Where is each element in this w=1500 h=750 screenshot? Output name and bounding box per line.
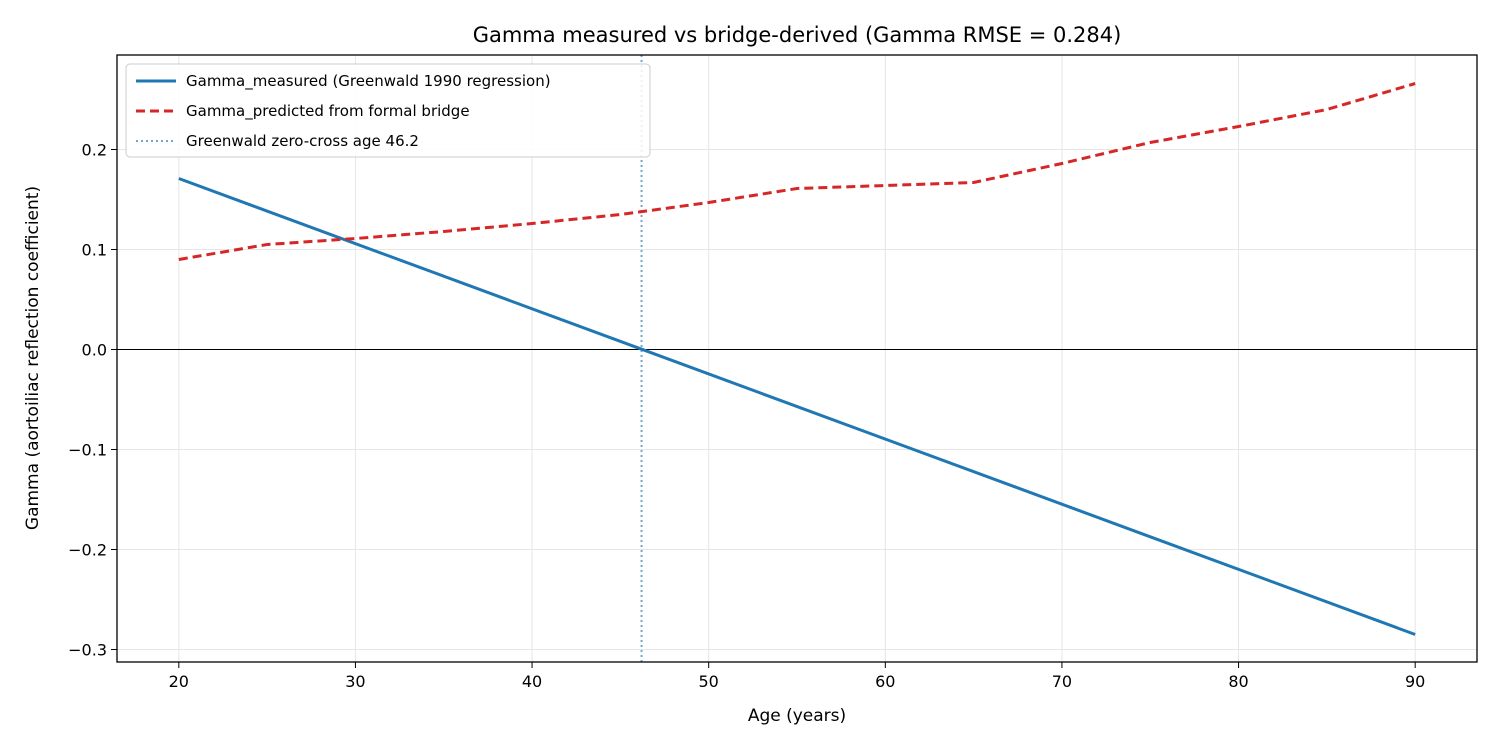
y-tick-label: −0.3 xyxy=(68,641,107,660)
chart-title: Gamma measured vs bridge-derived (Gamma … xyxy=(473,23,1122,47)
series-line-2 xyxy=(178,82,1416,261)
y-tick-label: 0.1 xyxy=(82,241,107,260)
legend-label: Gamma_measured (Greenwald 1990 regressio… xyxy=(186,72,551,91)
legend: Gamma_measured (Greenwald 1990 regressio… xyxy=(125,63,651,158)
x-axis-label: Age (years) xyxy=(748,706,846,726)
y-axis: −0.3 −0.2 −0.1 0.0 0.1 0.2 xyxy=(68,141,117,660)
y-tick-label: −0.1 xyxy=(68,441,107,460)
x-tick-label: 60 xyxy=(875,672,895,691)
y-tick-label: 0.0 xyxy=(82,341,107,360)
x-tick-label: 90 xyxy=(1405,672,1425,691)
x-axis: 20 30 40 50 60 70 80 90 xyxy=(169,662,1425,691)
x-tick-label: 20 xyxy=(169,672,189,691)
x-tick-label: 50 xyxy=(699,672,719,691)
x-tick-label: 30 xyxy=(345,672,365,691)
y-tick-label: −0.2 xyxy=(68,541,107,560)
legend-label: Gamma_predicted from formal bridge xyxy=(186,102,470,121)
x-tick-label: 70 xyxy=(1052,672,1072,691)
y-axis-label: Gamma (aortoiliac reflection coefficient… xyxy=(23,186,43,530)
series-line-1 xyxy=(178,177,1416,636)
legend-label: Greenwald zero-cross age 46.2 xyxy=(186,132,419,150)
series-group xyxy=(178,82,1416,636)
plot-frame xyxy=(116,54,1478,663)
x-tick-label: 40 xyxy=(522,672,542,691)
y-tick-label: 0.2 xyxy=(82,141,107,160)
legend-frame xyxy=(125,63,651,158)
x-tick-label: 80 xyxy=(1228,672,1248,691)
